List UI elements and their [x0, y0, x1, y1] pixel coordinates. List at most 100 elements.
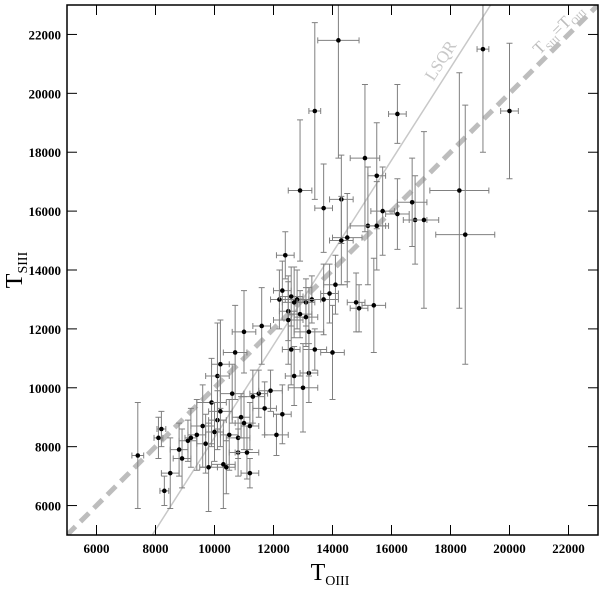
data-point	[218, 361, 223, 367]
data-point	[312, 347, 318, 352]
x-tick-label: 20000	[493, 541, 526, 556]
data-point	[285, 317, 291, 323]
y-error-bar	[335, 5, 342, 159]
data-point	[176, 447, 182, 452]
data-point	[221, 462, 226, 467]
data-point	[395, 111, 400, 117]
data-point	[300, 385, 306, 391]
data-point	[288, 294, 294, 299]
error-bars	[349, 166, 387, 286]
error-bars	[240, 402, 260, 451]
data-point	[241, 329, 247, 335]
data-point	[218, 409, 223, 414]
data-point	[353, 300, 359, 305]
error-bars	[273, 275, 304, 365]
data-point	[232, 350, 238, 355]
data-point	[395, 211, 400, 217]
data-point	[241, 420, 247, 426]
line-label: TSIII=TOIII	[529, 0, 589, 60]
data-point	[229, 391, 235, 396]
data-point	[159, 426, 164, 432]
data-point	[362, 155, 368, 161]
y-tick-label: 14000	[29, 263, 62, 278]
y-error-bar	[479, 5, 486, 153]
plot-area	[67, 5, 598, 535]
line-label-part: =T	[547, 12, 575, 40]
y-tick-label: 6000	[35, 499, 61, 514]
x-label-sub: OIII	[325, 574, 349, 589]
data-point	[259, 323, 265, 329]
data-point	[421, 217, 427, 223]
error-bars	[153, 416, 164, 459]
data-point	[321, 297, 326, 302]
data-point	[303, 314, 309, 320]
y-tick-label: 22000	[29, 27, 62, 42]
data-point	[336, 38, 341, 43]
x-label-main: T	[311, 560, 326, 586]
y-tick-label: 8000	[35, 440, 61, 455]
y-tick-label: 20000	[29, 86, 62, 101]
data-point	[297, 311, 303, 317]
data-point	[200, 423, 205, 429]
data-point	[339, 238, 344, 243]
x-tick-label: 14000	[316, 541, 349, 556]
data-point	[371, 303, 377, 308]
data-point	[250, 394, 256, 399]
data-point	[194, 432, 200, 438]
data-point	[333, 282, 338, 288]
data-point	[238, 414, 244, 420]
data-point	[179, 456, 185, 461]
data-point	[135, 453, 141, 458]
x-tick-label: 8000	[143, 541, 169, 556]
data-point	[291, 300, 297, 305]
x-tick-label: 18000	[434, 541, 467, 556]
data-point	[283, 252, 288, 258]
y-axis-label: TSIII	[2, 251, 31, 288]
data-point	[297, 188, 303, 193]
data-point	[212, 429, 217, 435]
data-point	[226, 432, 232, 438]
data-point	[457, 188, 462, 193]
data-point	[247, 423, 253, 429]
data-point	[321, 205, 326, 211]
data-point	[306, 329, 312, 335]
data-point	[344, 235, 350, 240]
data-point	[247, 470, 253, 476]
error-bars	[320, 263, 339, 324]
y-label-sub: SIII	[16, 251, 31, 273]
data-point	[507, 108, 512, 114]
data-point	[356, 305, 362, 311]
error-bars	[435, 104, 496, 365]
x-tick-label: 22000	[552, 541, 585, 556]
reference-line	[67, 5, 598, 535]
data-point	[162, 488, 167, 494]
error-bars	[302, 275, 322, 324]
y-tick-label: 12000	[29, 322, 62, 337]
data-point	[185, 438, 191, 444]
data-point	[224, 464, 229, 470]
data-point	[327, 291, 332, 296]
x-tick-label: 6000	[84, 541, 110, 556]
error-bars	[287, 119, 313, 262]
data-point	[288, 347, 294, 352]
data-point	[188, 435, 194, 441]
y-tick-label: 18000	[29, 145, 62, 160]
data-point	[280, 288, 285, 293]
data-point	[280, 411, 285, 417]
data-point	[330, 350, 335, 355]
data-point	[291, 373, 297, 379]
data-point	[462, 232, 468, 237]
x-tick-label: 10000	[198, 541, 231, 556]
data-point	[274, 432, 279, 438]
y-label-main: T	[2, 273, 28, 288]
data-point	[206, 464, 211, 470]
error-bars	[317, 5, 360, 159]
data-point	[268, 388, 273, 394]
data-point	[374, 223, 380, 229]
x-axis-label: TOIII	[311, 560, 350, 589]
y-tick-label: 10000	[29, 381, 62, 396]
data-point	[380, 208, 385, 214]
data-point	[312, 108, 318, 114]
data-point	[203, 441, 208, 447]
